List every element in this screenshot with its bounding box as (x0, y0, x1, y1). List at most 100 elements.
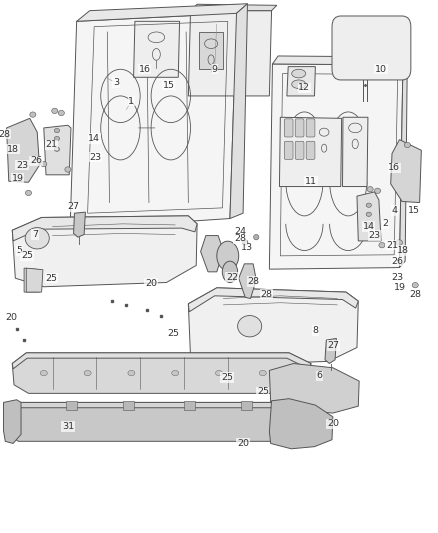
Polygon shape (12, 216, 197, 241)
Polygon shape (201, 236, 223, 272)
Ellipse shape (379, 243, 385, 248)
Text: 28: 28 (260, 290, 272, 298)
Ellipse shape (25, 190, 32, 196)
Polygon shape (357, 192, 381, 241)
Text: 25: 25 (221, 373, 233, 382)
Text: 20: 20 (237, 439, 249, 448)
Polygon shape (230, 4, 247, 219)
Ellipse shape (404, 142, 410, 148)
Polygon shape (4, 402, 313, 416)
FancyBboxPatch shape (295, 119, 304, 137)
Polygon shape (26, 268, 43, 292)
Ellipse shape (54, 136, 60, 141)
Ellipse shape (254, 235, 259, 240)
Text: 19: 19 (11, 174, 24, 183)
Polygon shape (66, 401, 77, 410)
Text: 26: 26 (392, 257, 404, 265)
Text: 23: 23 (392, 273, 404, 281)
Text: 27: 27 (67, 203, 80, 211)
Polygon shape (123, 401, 134, 410)
Text: 6: 6 (317, 372, 323, 380)
Text: 26: 26 (30, 157, 42, 165)
Ellipse shape (223, 261, 237, 282)
Ellipse shape (292, 69, 306, 78)
Ellipse shape (172, 370, 179, 376)
FancyBboxPatch shape (332, 16, 411, 80)
Text: 28: 28 (409, 290, 421, 298)
Text: 14: 14 (88, 134, 100, 143)
Text: 2: 2 (382, 220, 389, 228)
Text: 18: 18 (397, 246, 409, 255)
Polygon shape (272, 56, 407, 65)
Text: 21: 21 (46, 141, 58, 149)
Polygon shape (199, 32, 223, 69)
Text: 12: 12 (298, 84, 311, 92)
Polygon shape (279, 117, 342, 187)
Polygon shape (12, 353, 311, 393)
Polygon shape (24, 268, 41, 292)
Ellipse shape (366, 203, 371, 207)
Polygon shape (239, 264, 256, 298)
Text: 28: 28 (234, 235, 246, 243)
Polygon shape (7, 118, 39, 182)
Text: 31: 31 (62, 422, 74, 431)
Text: 4: 4 (391, 206, 397, 215)
Ellipse shape (367, 187, 373, 192)
Polygon shape (74, 212, 85, 237)
Text: 21: 21 (386, 241, 398, 249)
Polygon shape (325, 338, 336, 364)
FancyBboxPatch shape (284, 119, 293, 137)
Ellipse shape (65, 167, 71, 172)
Text: 20: 20 (145, 279, 157, 288)
Ellipse shape (52, 108, 58, 114)
Ellipse shape (366, 212, 371, 216)
Polygon shape (343, 117, 368, 187)
Text: 24: 24 (234, 228, 246, 236)
Ellipse shape (396, 240, 403, 245)
Ellipse shape (30, 112, 36, 117)
Polygon shape (399, 57, 407, 268)
Text: 14: 14 (363, 222, 375, 231)
Ellipse shape (412, 282, 418, 288)
Polygon shape (4, 402, 313, 441)
Polygon shape (70, 13, 237, 229)
Text: 10: 10 (375, 65, 387, 74)
Polygon shape (134, 21, 180, 77)
Text: 23: 23 (368, 231, 381, 240)
Text: 15: 15 (408, 206, 420, 215)
Text: 20: 20 (327, 419, 339, 428)
Text: 16: 16 (138, 65, 151, 74)
Text: 28: 28 (247, 277, 259, 286)
Ellipse shape (374, 188, 381, 193)
Text: 13: 13 (241, 244, 254, 252)
Text: 28: 28 (0, 130, 11, 139)
Text: 23: 23 (16, 161, 28, 169)
Polygon shape (287, 67, 315, 96)
Polygon shape (188, 11, 272, 96)
Text: 16: 16 (388, 164, 400, 172)
Ellipse shape (25, 228, 49, 249)
Text: 9: 9 (212, 65, 218, 74)
Polygon shape (188, 288, 358, 365)
FancyBboxPatch shape (306, 119, 315, 137)
Ellipse shape (128, 370, 135, 376)
Polygon shape (184, 401, 195, 410)
Polygon shape (44, 125, 71, 175)
Text: 1: 1 (128, 97, 134, 106)
Text: 25: 25 (46, 274, 58, 282)
Text: 5: 5 (17, 246, 23, 255)
Ellipse shape (292, 80, 306, 88)
Polygon shape (188, 288, 358, 312)
Text: 11: 11 (305, 177, 317, 185)
Ellipse shape (54, 147, 60, 151)
Polygon shape (191, 4, 277, 11)
Text: 8: 8 (312, 326, 318, 335)
Ellipse shape (41, 161, 47, 167)
Polygon shape (12, 353, 311, 369)
Polygon shape (77, 4, 247, 21)
Polygon shape (4, 400, 21, 443)
Polygon shape (269, 64, 403, 269)
FancyBboxPatch shape (306, 141, 315, 159)
Text: 20: 20 (5, 313, 17, 321)
Ellipse shape (215, 370, 223, 376)
